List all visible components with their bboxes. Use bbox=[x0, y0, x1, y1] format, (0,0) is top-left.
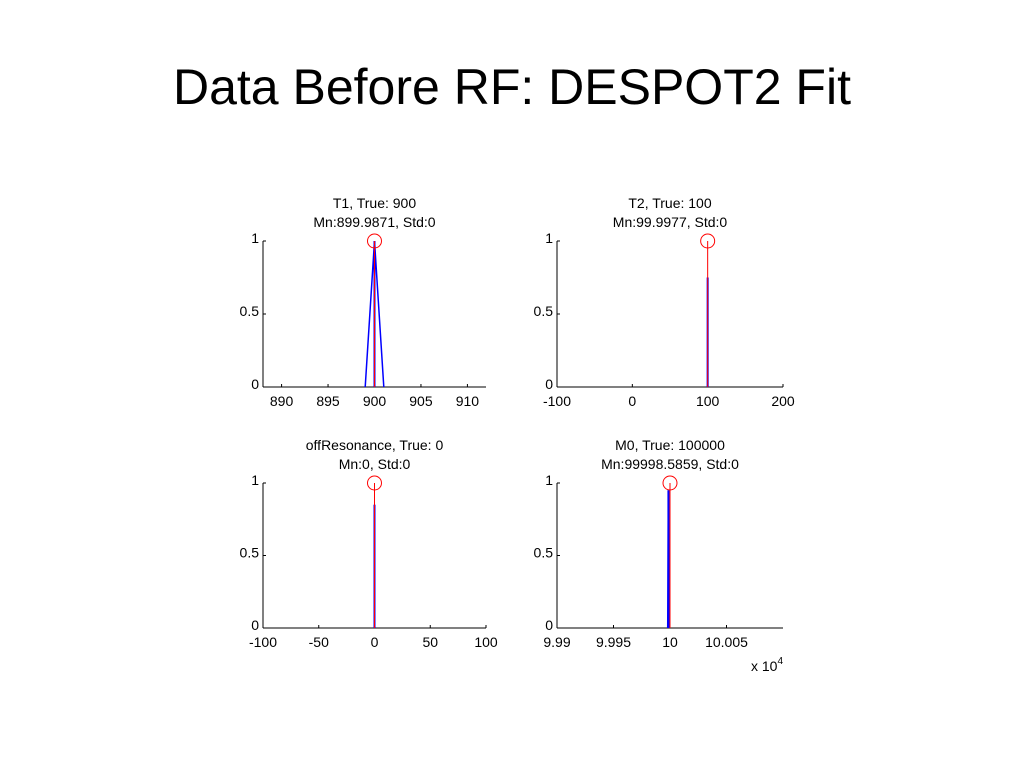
x-tick-label: 100 bbox=[696, 393, 720, 409]
y-tick-label: 1 bbox=[251, 230, 259, 246]
x-tick-label: -50 bbox=[309, 634, 329, 650]
y-tick-label: 0 bbox=[545, 376, 553, 392]
x-tick-label: 200 bbox=[771, 393, 795, 409]
y-tick-label: 0.5 bbox=[240, 545, 260, 561]
subplot-title: T2, True: 100 bbox=[628, 195, 711, 211]
y-tick-label: 0.5 bbox=[240, 303, 260, 319]
x-tick-label: 50 bbox=[422, 634, 438, 650]
y-tick-label: 1 bbox=[545, 472, 553, 488]
subplot-4: M0, True: 100000 Mn:99998.5859, Std:0 9.99… bbox=[534, 437, 784, 674]
y-tick-label: 0.5 bbox=[534, 303, 554, 319]
y-tick-label: 1 bbox=[251, 472, 259, 488]
slide-title: Data Before RF: DESPOT2 Fit bbox=[173, 59, 851, 115]
x-tick-label: -100 bbox=[249, 634, 277, 650]
subplot-subtitle: Mn:0, Std:0 bbox=[339, 456, 411, 472]
subplot-subtitle: Mn:99.9977, Std:0 bbox=[613, 214, 728, 230]
subplot-title: T1, True: 900 bbox=[333, 195, 416, 211]
x-tick-label: 100 bbox=[474, 634, 498, 650]
x-tick-label: 9.99 bbox=[543, 634, 570, 650]
subplot-title: offResonance, True: 0 bbox=[306, 437, 444, 453]
x-tick-label: 900 bbox=[363, 393, 387, 409]
x-axis-exponent-base: x 10 bbox=[751, 658, 778, 674]
x-tick-label: -100 bbox=[543, 393, 571, 409]
x-tick-label: 0 bbox=[628, 393, 636, 409]
true-value-marker bbox=[662, 475, 678, 491]
x-tick-label: 895 bbox=[316, 393, 340, 409]
true-value-marker bbox=[700, 233, 716, 249]
y-tick-label: 0 bbox=[545, 617, 553, 633]
y-tick-label: 1 bbox=[545, 230, 553, 246]
subplot-subtitle: Mn:899.9871, Std:0 bbox=[313, 214, 435, 230]
x-tick-label: 10.005 bbox=[705, 634, 748, 650]
true-value-marker bbox=[367, 475, 382, 491]
y-tick-label: 0 bbox=[251, 376, 259, 392]
subplot-title: M0, True: 100000 bbox=[615, 437, 725, 453]
true-value-marker bbox=[367, 233, 382, 249]
x-tick-label: 9.995 bbox=[596, 634, 631, 650]
x-tick-label: 890 bbox=[270, 393, 294, 409]
x-tick-label: 0 bbox=[371, 634, 379, 650]
x-tick-label: 905 bbox=[409, 393, 433, 409]
subplot-subtitle: Mn:99998.5859, Std:0 bbox=[601, 456, 739, 472]
x-axis-exponent: x 104 bbox=[751, 656, 783, 674]
x-tick-label: 910 bbox=[456, 393, 480, 409]
y-tick-label: 0.5 bbox=[534, 545, 554, 561]
x-tick-label: 10 bbox=[662, 634, 678, 650]
subplot-1: T1, True: 900 Mn:899.9871, Std:0 890 895 900… bbox=[240, 195, 486, 409]
subplot-3: offResonance, True: 0 Mn:0, Std:0 -100 -50 0… bbox=[240, 437, 498, 650]
x-axis-exponent-power: 4 bbox=[777, 656, 783, 667]
y-tick-label: 0 bbox=[251, 617, 259, 633]
